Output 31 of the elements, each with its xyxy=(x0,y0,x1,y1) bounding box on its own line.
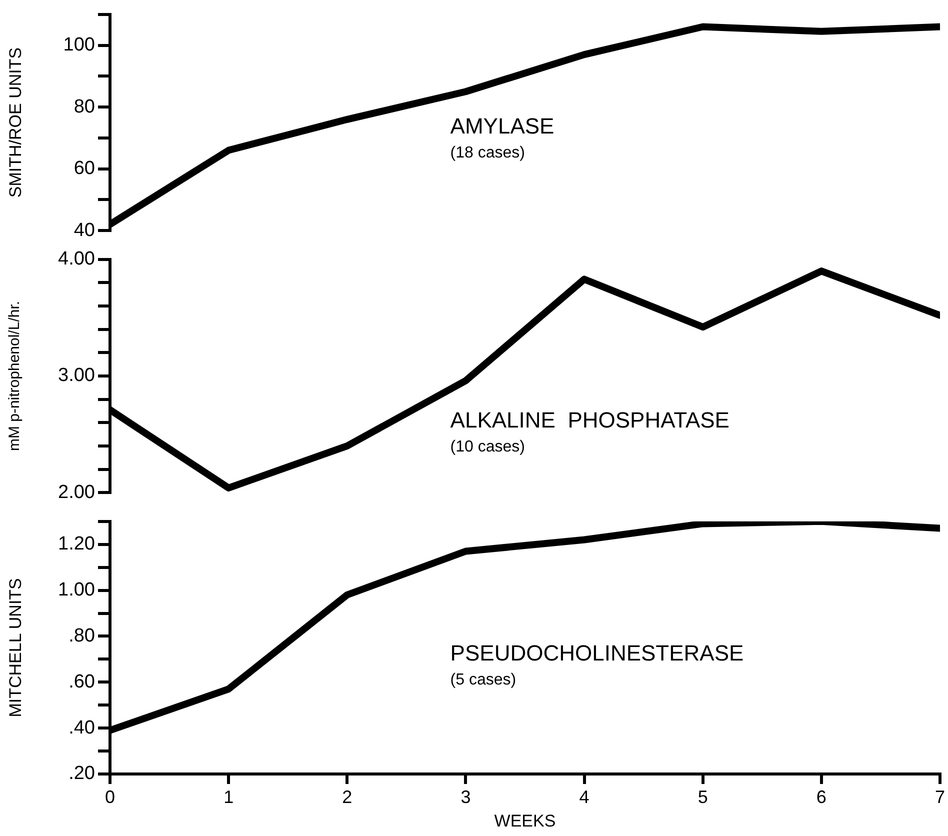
y-tick-label: 4.00 xyxy=(58,248,95,270)
x-tick-label: 7 xyxy=(934,786,945,807)
annotation: ALKALINE PHOSPHATASE xyxy=(450,407,730,432)
x-tick-label: 5 xyxy=(698,786,708,807)
y-tick-label: 1.00 xyxy=(58,580,95,601)
x-tick-label: 1 xyxy=(224,786,234,807)
y-tick-label: 100 xyxy=(63,34,95,56)
y-tick-label: 2.00 xyxy=(58,482,95,503)
x-tick-label: 2 xyxy=(342,786,352,807)
x-tick-label: 0 xyxy=(104,786,116,807)
y-axis-title: SMITH/ROE UNITS xyxy=(6,47,25,198)
x-tick-label: 3 xyxy=(460,786,471,807)
y-tick-label: 3.00 xyxy=(58,365,95,386)
y-tick-label: .20 xyxy=(68,763,95,784)
y-tick-label: .40 xyxy=(68,717,95,738)
y-axis-title: MITCHELL UNITS xyxy=(6,578,25,718)
annotation: (5 cases) xyxy=(450,671,516,688)
y-tick-label: 80 xyxy=(74,96,95,118)
annotation: (10 cases) xyxy=(450,438,526,456)
x-tick-label: 4 xyxy=(579,786,590,807)
y-axis-title: mM p-nitrophenol/L/hr. xyxy=(6,300,24,452)
y-tick-label: 40 xyxy=(74,220,95,241)
y-tick-label: .80 xyxy=(68,625,95,646)
y-tick-label: 1.20 xyxy=(58,534,95,555)
x-tick-label: 6 xyxy=(816,786,826,807)
y-tick-label: .60 xyxy=(68,671,95,692)
annotation: (18 cases) xyxy=(450,144,526,162)
x-axis-title: WEEKS xyxy=(494,811,556,830)
annotation: PSEUDOCHOLINESTERASE xyxy=(450,640,744,666)
y-tick-label: 60 xyxy=(74,158,95,180)
annotation: AMYLASE xyxy=(450,113,554,138)
